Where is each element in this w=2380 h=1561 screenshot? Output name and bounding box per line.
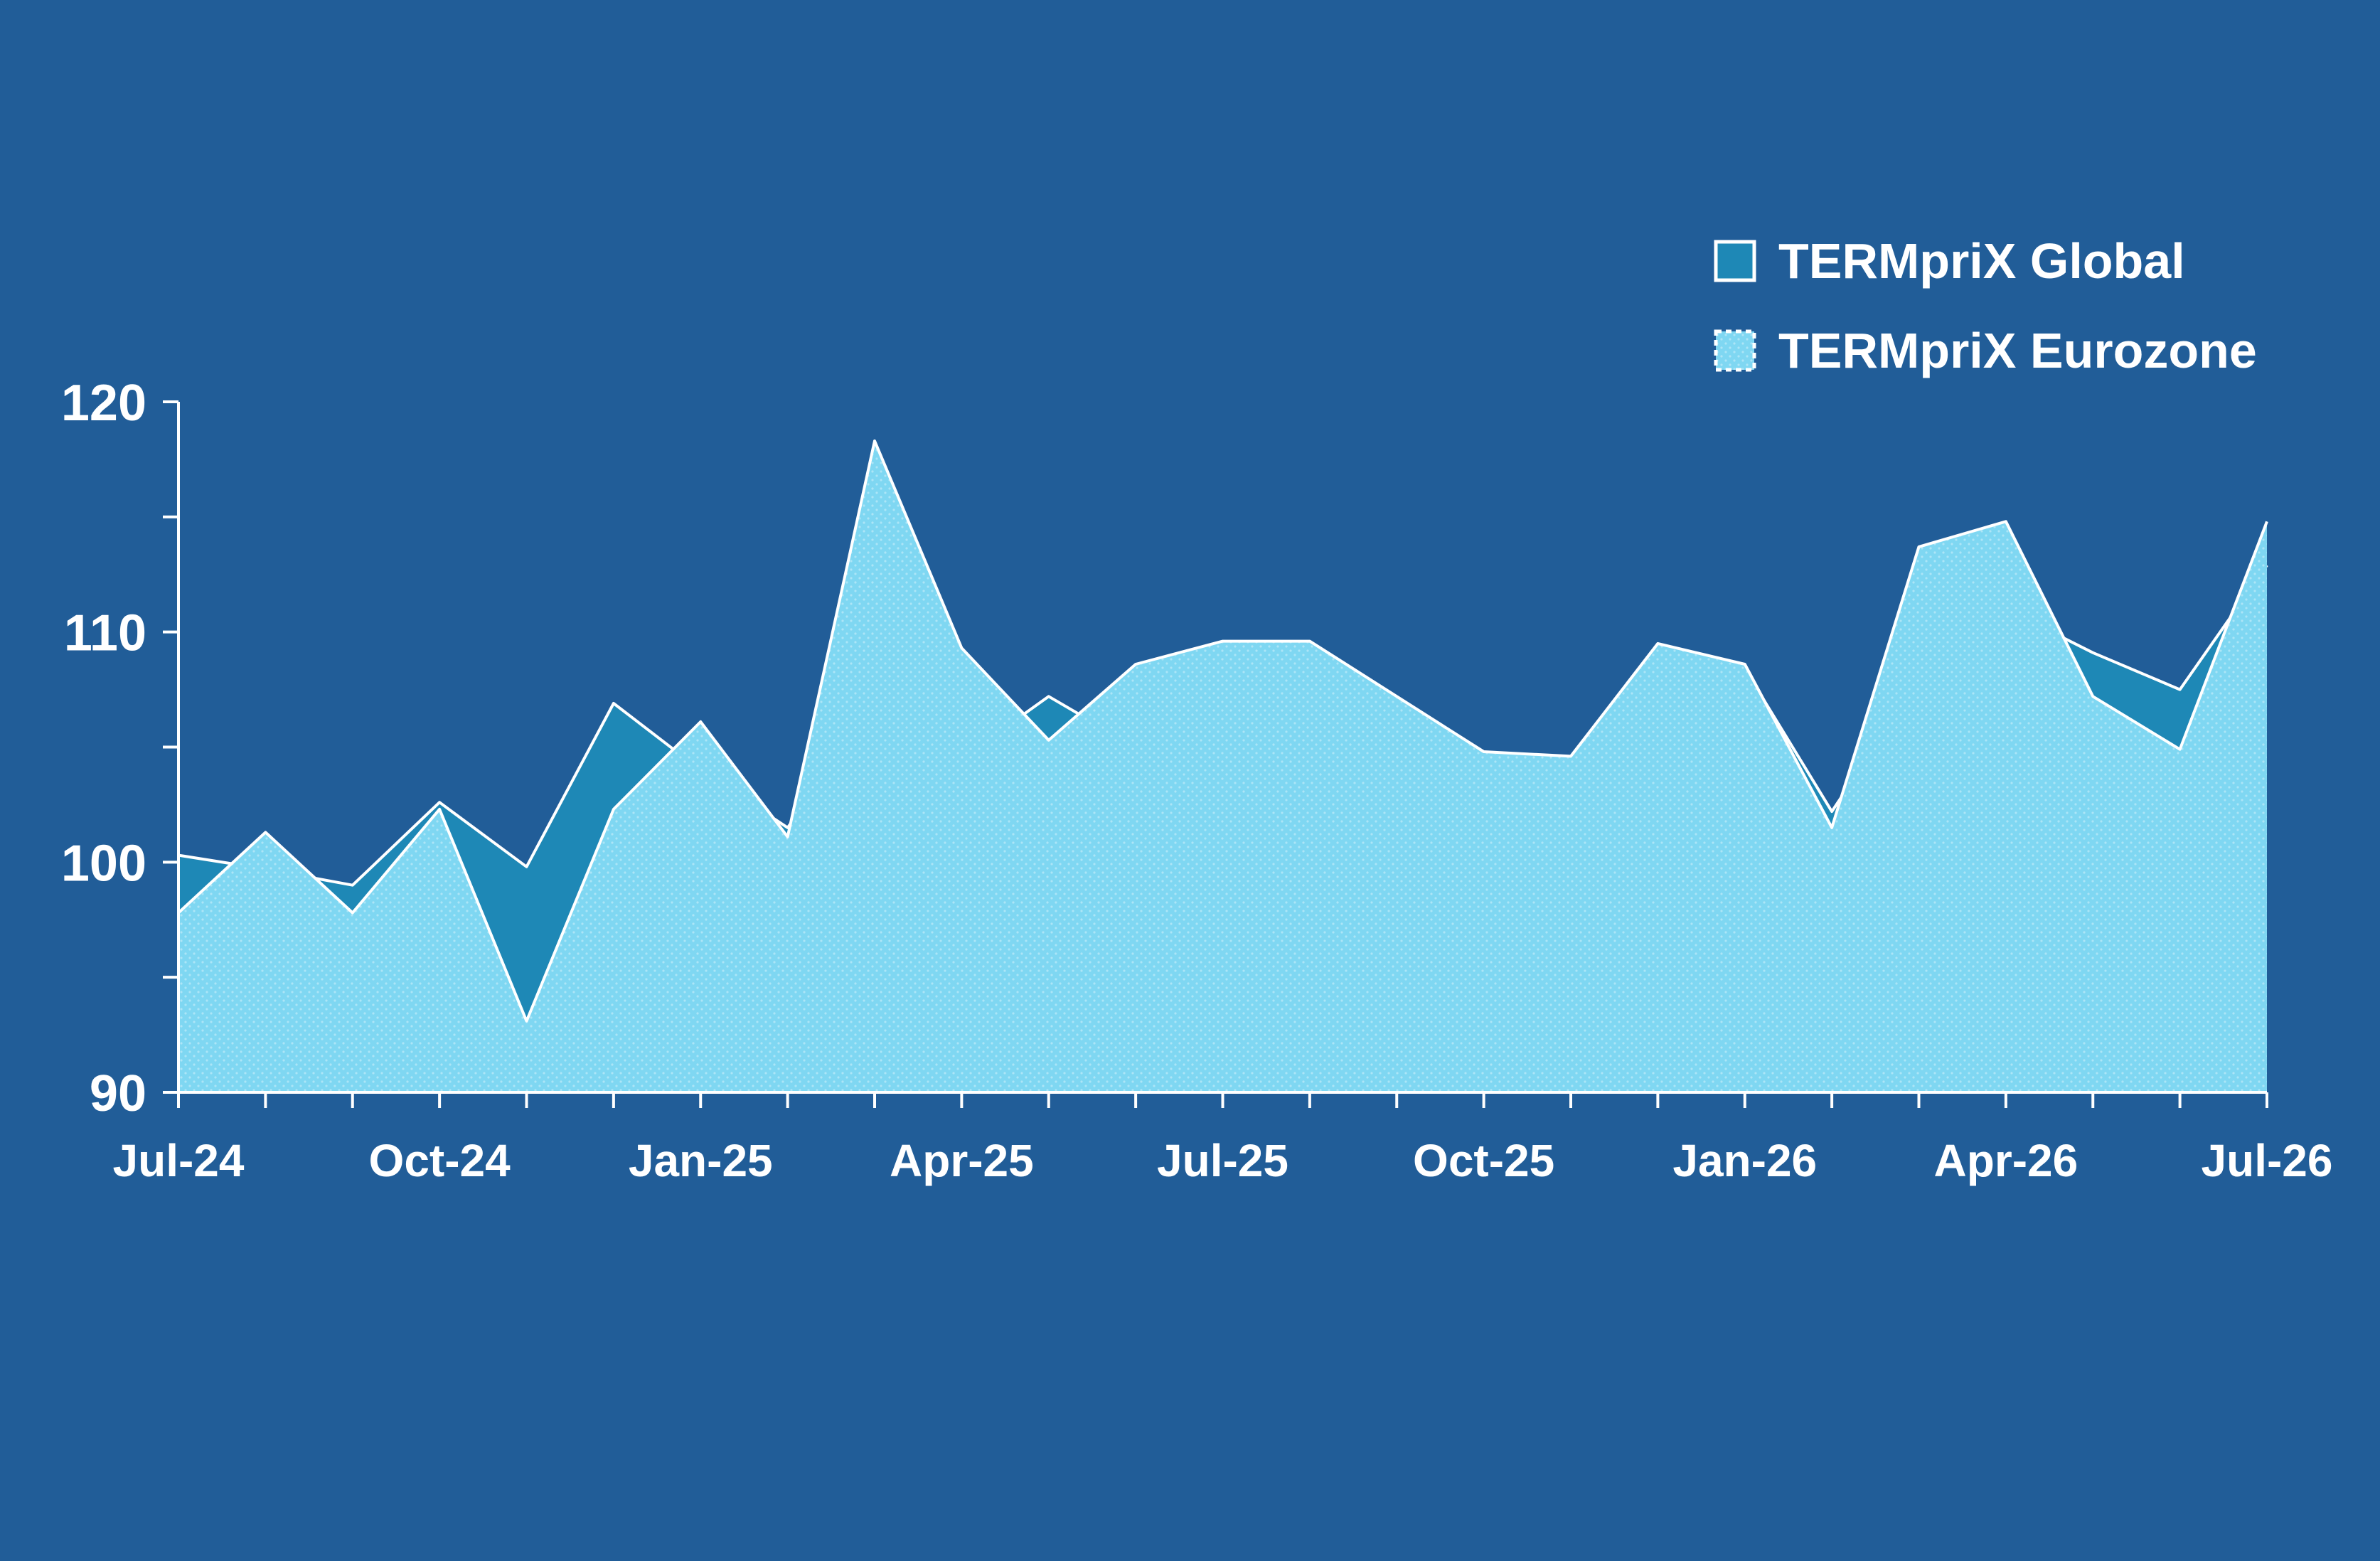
x-tick-label: Jan-25 [629,1135,773,1186]
x-tick-label: Oct-25 [1413,1135,1554,1186]
termprix-eurozone-legend-label: TERMpriX Eurozone [1778,323,2257,378]
legend: TERMpriX Global TERMpriX Eurozone [1714,233,2257,378]
termprix-eurozone-line [177,439,2268,1023]
x-tick-label: Jul-26 [2202,1135,2333,1186]
termprix-global-legend-label: TERMpriX Global [1778,233,2185,289]
x-tick-label: Apr-25 [890,1135,1034,1186]
axes: 90 100 110 120 Jul-24 Oct-24 Jan-25 Apr-25 Jul-2… [61,375,2333,1186]
x-tick-label: Oct-24 [369,1135,511,1186]
plot-area [177,439,2268,1092]
x-tick-label: Jul-24 [113,1135,245,1186]
termprix-global-legend-swatch [1714,240,1756,282]
termprix-eurozone-area-texture [178,441,2267,1092]
y-tick-label: 110 [64,605,146,662]
y-tick-label: 100 [61,835,146,892]
x-tick-label: Apr-26 [1934,1135,2079,1186]
x-tick-label: Jul-25 [1157,1135,1288,1186]
x-tick-label: Jan-26 [1672,1135,1817,1186]
y-tick-label: 120 [61,375,146,432]
y-tick-label: 90 [90,1065,146,1122]
termprix-eurozone-legend-swatch-texture [1716,331,1754,370]
